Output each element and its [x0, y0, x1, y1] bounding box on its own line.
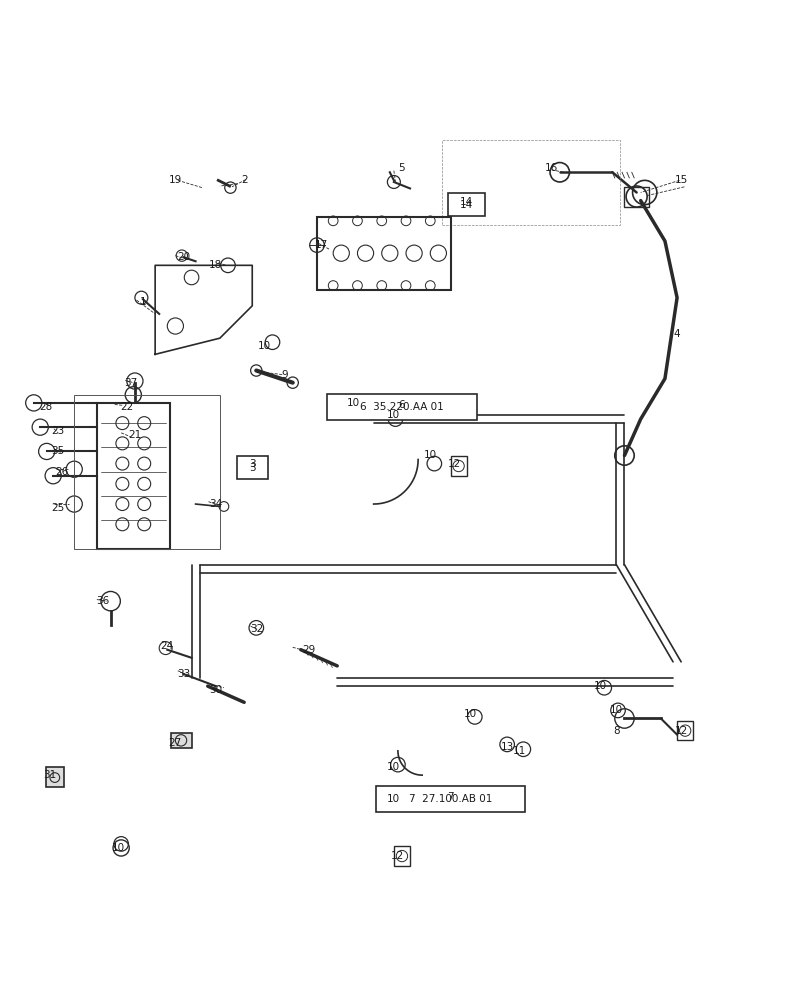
Text: 17: 17	[314, 240, 328, 250]
Text: 34: 34	[209, 499, 222, 509]
Text: 36: 36	[96, 596, 109, 606]
Text: 10: 10	[423, 450, 436, 460]
Text: 31: 31	[43, 770, 57, 780]
Text: 12: 12	[391, 851, 404, 861]
Text: 13: 13	[500, 742, 513, 752]
Bar	[316, 217, 450, 290]
Text: 33: 33	[177, 669, 190, 679]
Text: 10: 10	[609, 705, 622, 715]
Text: 14: 14	[460, 200, 473, 210]
Text: 23: 23	[51, 426, 65, 436]
Bar	[448, 193, 484, 216]
Text: 35: 35	[51, 446, 65, 456]
Text: 4: 4	[673, 329, 680, 339]
Text: 14: 14	[460, 197, 473, 207]
Text: 32: 32	[249, 624, 263, 634]
Text: 16: 16	[544, 163, 558, 173]
Text: 27: 27	[169, 738, 182, 748]
Text: 10: 10	[258, 341, 271, 351]
Bar	[442, 140, 620, 225]
Text: 11: 11	[512, 746, 526, 756]
Text: 20: 20	[177, 252, 190, 262]
Text: 10: 10	[593, 681, 606, 691]
Text: 29: 29	[302, 645, 315, 655]
Text: 2: 2	[241, 175, 247, 185]
Text: 1: 1	[139, 297, 146, 307]
Text: 19: 19	[169, 175, 182, 185]
Text: 8: 8	[612, 726, 619, 736]
Text: 9: 9	[281, 370, 288, 380]
Text: 30: 30	[209, 685, 222, 695]
Bar	[46, 767, 63, 787]
Text: 3: 3	[249, 463, 255, 473]
Text: 6: 6	[398, 400, 405, 410]
Text: 7: 7	[447, 792, 453, 802]
Text: 10: 10	[464, 709, 477, 719]
Text: 7  27.100.AB 01: 7 27.100.AB 01	[408, 794, 491, 804]
Text: 10: 10	[387, 794, 400, 804]
Text: 25: 25	[51, 503, 65, 513]
Text: 12: 12	[674, 726, 687, 736]
Text: 10: 10	[112, 843, 125, 853]
Text: 5: 5	[398, 163, 405, 173]
Bar	[450, 456, 466, 476]
Bar	[171, 733, 191, 748]
Bar	[237, 456, 268, 479]
Text: 22: 22	[120, 402, 133, 412]
Text: 15: 15	[674, 175, 687, 185]
Bar	[97, 403, 169, 549]
Text: 10: 10	[387, 762, 400, 772]
Bar	[676, 721, 693, 740]
Text: 28: 28	[39, 402, 53, 412]
Text: 18: 18	[209, 260, 222, 270]
Text: 37: 37	[124, 378, 137, 388]
Text: 24: 24	[161, 641, 174, 651]
Text: 10: 10	[387, 410, 400, 420]
Text: 6  35.220.AA 01: 6 35.220.AA 01	[359, 402, 444, 412]
Bar	[74, 395, 220, 549]
Text: 26: 26	[55, 467, 69, 477]
Text: 21: 21	[128, 430, 141, 440]
Text: 12: 12	[448, 459, 461, 469]
Text: 10: 10	[346, 398, 359, 408]
Text: 3: 3	[249, 459, 255, 469]
Bar	[327, 394, 476, 420]
Bar	[624, 187, 648, 207]
Bar	[375, 786, 525, 812]
Bar	[393, 846, 410, 866]
